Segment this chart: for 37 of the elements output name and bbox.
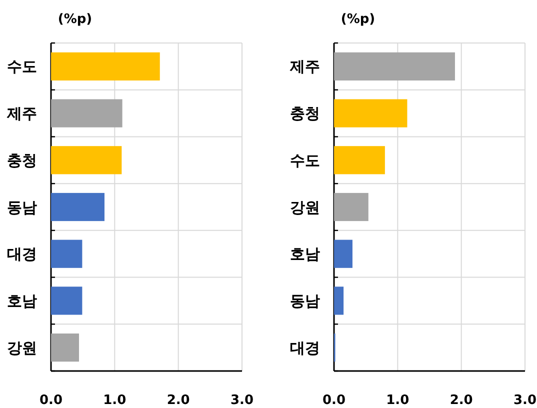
x-tick-label: 3.0 <box>230 393 254 408</box>
x-tick-label: 2.0 <box>166 393 190 408</box>
bar <box>334 240 352 268</box>
bar <box>334 99 408 128</box>
x-tick-label: 0.0 <box>322 393 346 408</box>
y-tick-label: 수도 <box>290 151 320 170</box>
bar <box>51 99 122 128</box>
bar <box>334 52 455 80</box>
bar <box>51 240 82 268</box>
x-axis-title: (%p) <box>340 12 376 27</box>
bar <box>51 146 122 174</box>
bar <box>51 52 160 80</box>
y-tick-label: 충청 <box>290 104 320 123</box>
y-tick-label: 대경 <box>7 245 37 264</box>
y-tick-label: 호남 <box>290 245 320 264</box>
bar <box>334 192 368 222</box>
y-tick-label: 대경 <box>290 338 320 357</box>
bar <box>51 192 104 222</box>
bar <box>334 146 385 174</box>
x-tick-label: 1.0 <box>386 393 410 408</box>
x-tick-label: 1.0 <box>103 393 126 408</box>
bar <box>334 286 344 315</box>
y-tick-label: 강원 <box>290 198 320 216</box>
y-tick-label: 충청 <box>7 151 37 170</box>
y-tick-label: 동남 <box>7 198 37 216</box>
bar <box>51 286 82 315</box>
x-tick-label: 2.0 <box>450 393 473 408</box>
y-tick-label: 강원 <box>7 338 37 357</box>
x-axis-title: (%p) <box>58 12 92 27</box>
y-tick-label: 동남 <box>290 292 320 310</box>
bar <box>51 334 80 362</box>
y-tick-label: 호남 <box>7 292 37 310</box>
y-tick-label: 제주 <box>6 104 37 123</box>
y-tick-label: 수도 <box>7 58 37 76</box>
x-tick-label: 0.0 <box>39 393 63 408</box>
y-tick-label: 제주 <box>289 58 320 76</box>
x-tick-label: 3.0 <box>513 393 537 408</box>
